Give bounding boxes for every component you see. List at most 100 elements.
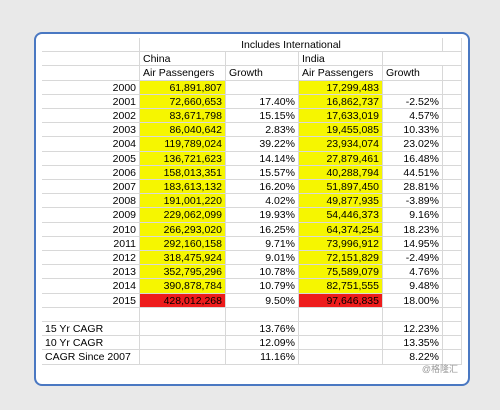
country-header: India	[299, 52, 383, 67]
cell	[443, 94, 462, 109]
country-header: China	[140, 52, 226, 67]
year: 2014	[42, 279, 140, 294]
column-header: Growth	[226, 66, 299, 81]
year: 2012	[42, 251, 140, 266]
cell	[443, 293, 462, 308]
cell	[443, 123, 462, 138]
china-passengers: 292,160,158	[140, 236, 226, 251]
cell	[443, 265, 462, 280]
column-header: Air Passengers	[299, 66, 383, 81]
china-growth: 15.57%	[226, 165, 299, 180]
cell	[443, 350, 462, 365]
watermark: @格隆汇	[421, 364, 458, 374]
india-growth: 4.76%	[383, 265, 443, 280]
china-growth: 19.93%	[226, 208, 299, 223]
china-passengers: 390,878,784	[140, 279, 226, 294]
year: 2015	[42, 293, 140, 308]
china-passengers: 183,613,132	[140, 180, 226, 195]
year: 2006	[42, 165, 140, 180]
cell	[140, 336, 226, 351]
year: 2002	[42, 109, 140, 124]
cell	[443, 236, 462, 251]
china-growth: 9.01%	[226, 251, 299, 266]
india-growth: 14.95%	[383, 236, 443, 251]
column-header: Growth	[383, 66, 443, 81]
india-cagr: 12.23%	[383, 322, 443, 337]
cell	[443, 38, 462, 53]
india-passengers: 17,299,483	[299, 80, 383, 95]
year: 2007	[42, 180, 140, 195]
india-growth: 9.48%	[383, 279, 443, 294]
india-passengers: 73,996,912	[299, 236, 383, 251]
cell	[443, 165, 462, 180]
china-growth: 15.15%	[226, 109, 299, 124]
china-growth: 9.50%	[226, 293, 299, 308]
china-cagr: 12.09%	[226, 336, 299, 351]
china-growth: 17.40%	[226, 94, 299, 109]
cell	[443, 307, 462, 322]
india-passengers: 82,751,555	[299, 279, 383, 294]
india-passengers: 97,646,835	[299, 293, 383, 308]
year: 2009	[42, 208, 140, 223]
cell	[443, 322, 462, 337]
cell	[443, 336, 462, 351]
year: 2008	[42, 194, 140, 209]
cell	[42, 307, 140, 322]
cell	[42, 38, 140, 53]
year: 2004	[42, 137, 140, 152]
cell	[226, 307, 299, 322]
china-growth: 9.71%	[226, 236, 299, 251]
year: 2000	[42, 80, 140, 95]
china-growth	[226, 80, 299, 95]
india-passengers: 54,446,373	[299, 208, 383, 223]
india-passengers: 16,862,737	[299, 94, 383, 109]
year: 2001	[42, 94, 140, 109]
cell	[443, 66, 462, 81]
cell	[443, 194, 462, 209]
china-passengers: 83,671,798	[140, 109, 226, 124]
india-growth: 4.57%	[383, 109, 443, 124]
year: 2003	[42, 123, 140, 138]
cell	[443, 151, 462, 166]
china-passengers: 266,293,020	[140, 222, 226, 237]
column-header: Air Passengers	[140, 66, 226, 81]
india-growth: 9.16%	[383, 208, 443, 223]
china-passengers: 86,040,642	[140, 123, 226, 138]
china-passengers: 136,721,623	[140, 151, 226, 166]
india-growth: 18.00%	[383, 293, 443, 308]
india-growth: 23.02%	[383, 137, 443, 152]
cell	[443, 222, 462, 237]
china-growth: 39.22%	[226, 137, 299, 152]
cell	[383, 52, 462, 67]
cell	[443, 279, 462, 294]
china-growth: 10.79%	[226, 279, 299, 294]
china-passengers: 352,795,296	[140, 265, 226, 280]
cell	[140, 322, 226, 337]
china-cagr: 11.16%	[226, 350, 299, 365]
year: 2013	[42, 265, 140, 280]
india-growth: -2.49%	[383, 251, 443, 266]
india-passengers: 72,151,829	[299, 251, 383, 266]
china-growth: 14.14%	[226, 151, 299, 166]
cell	[299, 336, 383, 351]
china-growth: 4.02%	[226, 194, 299, 209]
cell	[443, 137, 462, 152]
cell	[299, 307, 383, 322]
cell	[443, 208, 462, 223]
india-passengers: 40,288,794	[299, 165, 383, 180]
china-growth: 16.20%	[226, 180, 299, 195]
cell	[383, 307, 443, 322]
india-cagr: 13.35%	[383, 336, 443, 351]
china-passengers: 318,475,924	[140, 251, 226, 266]
india-growth	[383, 80, 443, 95]
cell	[443, 251, 462, 266]
china-growth: 10.78%	[226, 265, 299, 280]
cell	[443, 109, 462, 124]
cell	[42, 66, 140, 81]
china-passengers: 428,012,268	[140, 293, 226, 308]
india-growth: 16.48%	[383, 151, 443, 166]
china-passengers: 229,062,099	[140, 208, 226, 223]
year: 2005	[42, 151, 140, 166]
india-passengers: 17,633,019	[299, 109, 383, 124]
